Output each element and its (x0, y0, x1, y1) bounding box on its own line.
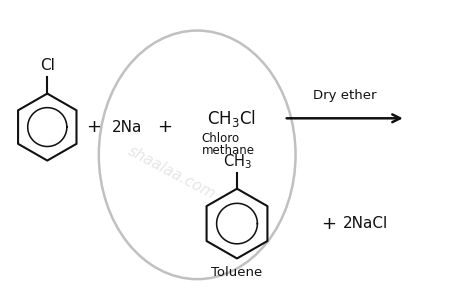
Text: +: + (87, 118, 101, 136)
Text: methane: methane (202, 144, 255, 157)
Text: shaalaa.com: shaalaa.com (125, 143, 218, 202)
Text: CH$_3$Cl: CH$_3$Cl (207, 108, 255, 129)
Text: Dry ether: Dry ether (313, 89, 376, 102)
Text: +: + (321, 215, 336, 232)
Text: Cl: Cl (40, 58, 55, 73)
Text: +: + (157, 118, 172, 136)
Text: Toluene: Toluene (211, 266, 263, 279)
Text: Chloro: Chloro (202, 132, 240, 145)
Text: 2Na: 2Na (112, 119, 142, 135)
Text: 2NaCl: 2NaCl (343, 216, 389, 231)
Text: CH$_3$: CH$_3$ (222, 153, 252, 171)
